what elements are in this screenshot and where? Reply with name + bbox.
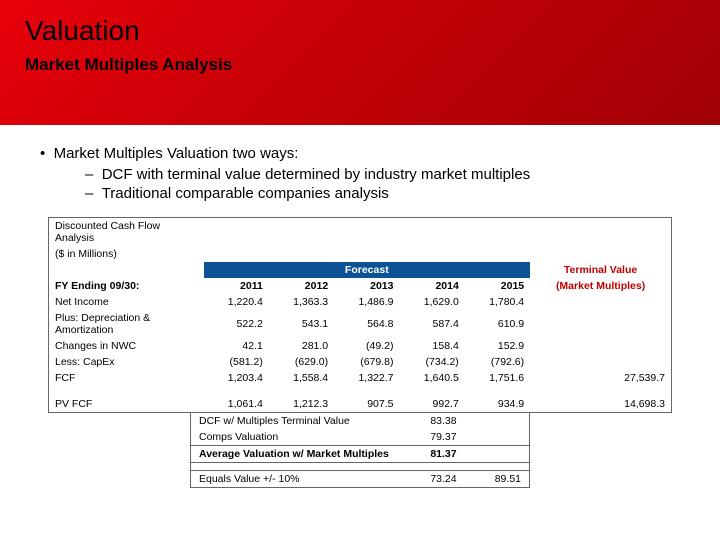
row-fcf: FCF 1,203.4 1,558.4 1,322.7 1,640.5 1,75… bbox=[49, 370, 672, 386]
dcf-title-1: Discounted Cash Flow Analysis bbox=[49, 218, 204, 247]
bullet-list: • Market Multiples Valuation two ways: –… bbox=[30, 145, 690, 202]
sum-row-3: Equals Value +/- 10% 73.24 89.51 bbox=[191, 471, 530, 488]
row-nwc: Changes in NWC 42.1 281.0 (49.2) 158.4 1… bbox=[49, 338, 672, 354]
year-0: 2011 bbox=[204, 278, 269, 294]
dcf-title-row-2: ($ in Millions) bbox=[49, 246, 672, 262]
sum-row-0: DCF w/ Multiples Terminal Value 83.38 bbox=[191, 413, 530, 430]
dcf-year-row: FY Ending 09/30: 2011 2012 2013 2014 201… bbox=[49, 278, 672, 294]
year-3: 2014 bbox=[399, 278, 464, 294]
dcf-forecast-row: Forecast Terminal Value bbox=[49, 262, 672, 278]
page-title: Valuation bbox=[25, 15, 695, 47]
tv-header-1: Terminal Value bbox=[530, 262, 671, 278]
year-4: 2015 bbox=[465, 278, 530, 294]
row-pvfcf: PV FCF 1,061.4 1,212.3 907.5 992.7 934.9… bbox=[49, 396, 672, 413]
bullet-sub-1: – DCF with terminal value determined by … bbox=[85, 166, 690, 183]
dcf-table: Discounted Cash Flow Analysis ($ in Mill… bbox=[48, 217, 672, 413]
row-spacer bbox=[49, 386, 672, 396]
bullet-sub-2: – Traditional comparable companies analy… bbox=[85, 185, 690, 202]
row-da: Plus: Depreciation & Amortization 522.2 … bbox=[49, 310, 672, 338]
row-capex: Less: CapEx (581.2) (629.0) (679.8) (734… bbox=[49, 354, 672, 370]
sum-row-2: Average Valuation w/ Market Multiples 81… bbox=[191, 446, 530, 463]
year-1: 2012 bbox=[269, 278, 334, 294]
content-area: • Market Multiples Valuation two ways: –… bbox=[0, 125, 720, 508]
bullet-main: • Market Multiples Valuation two ways: bbox=[40, 145, 690, 162]
row-net-income: Net Income 1,220.4 1,363.3 1,486.9 1,629… bbox=[49, 294, 672, 310]
summary-table: DCF w/ Multiples Terminal Value 83.38 Co… bbox=[190, 412, 530, 488]
dcf-title-2: ($ in Millions) bbox=[49, 246, 204, 262]
page-subtitle: Market Multiples Analysis bbox=[25, 55, 695, 75]
sum-row-1: Comps Valuation 79.37 bbox=[191, 429, 530, 446]
header-text-block: Valuation Market Multiples Analysis bbox=[0, 0, 720, 75]
fy-label: FY Ending 09/30: bbox=[49, 278, 204, 294]
forecast-header: Forecast bbox=[204, 262, 531, 278]
header-banner: Valuation Market Multiples Analysis bbox=[0, 0, 720, 125]
dcf-title-row-1: Discounted Cash Flow Analysis bbox=[49, 218, 672, 247]
sum-spacer bbox=[191, 463, 530, 471]
tv-header-2: (Market Multiples) bbox=[530, 278, 671, 294]
dcf-table-wrap: Discounted Cash Flow Analysis ($ in Mill… bbox=[30, 217, 690, 488]
year-2: 2013 bbox=[334, 278, 399, 294]
